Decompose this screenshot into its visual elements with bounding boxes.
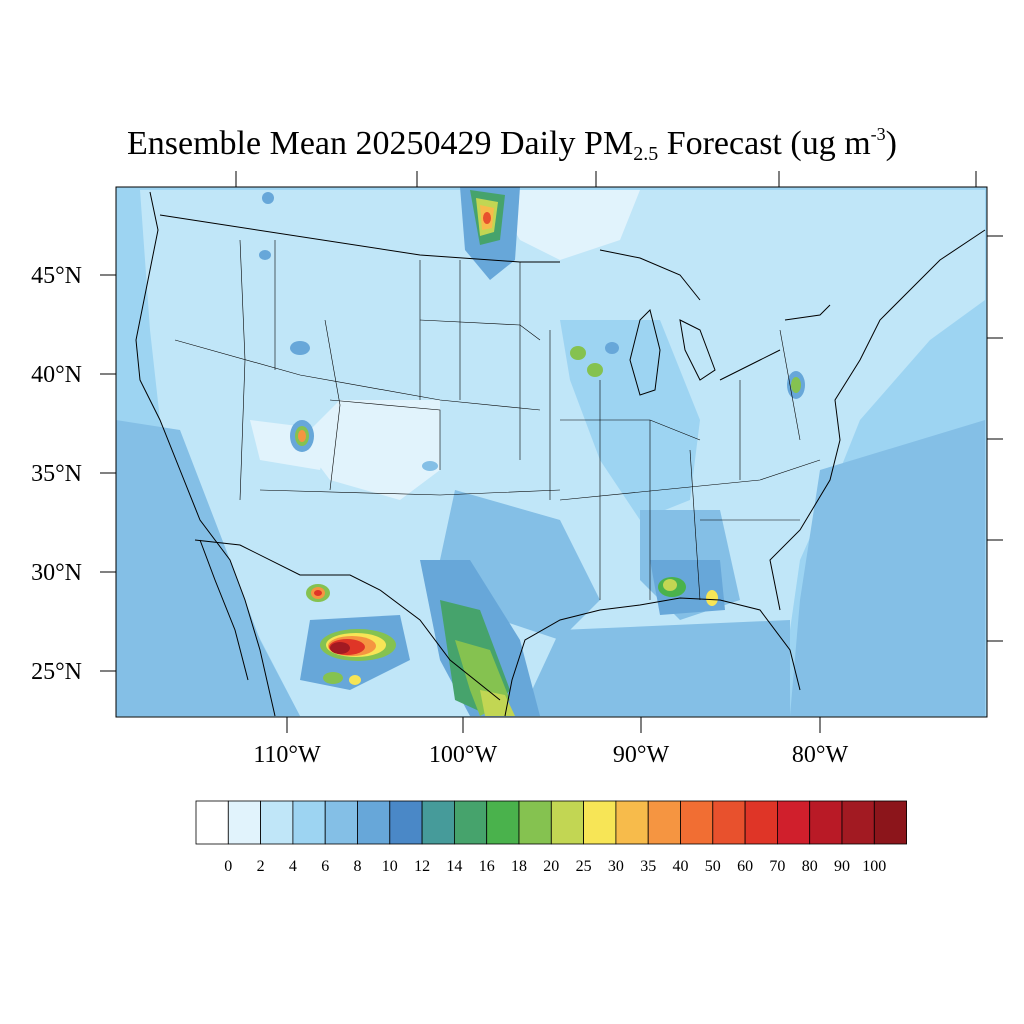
colorbar-tick-label: 100 [862, 858, 886, 875]
colorbar-box [680, 800, 714, 845]
boundaries [135, 191, 986, 717]
colorbar-box [809, 800, 843, 845]
colorbar-box [453, 800, 488, 845]
colorbar-box [615, 800, 649, 845]
colorbar-box [260, 800, 294, 845]
top-ticks [235, 171, 977, 187]
map-frame [115, 186, 988, 718]
colorbar-tick-label: 12 [414, 858, 430, 875]
colorbar-box [292, 800, 326, 845]
left-ticks [100, 274, 116, 672]
colorbar-tick-label: 25 [576, 858, 592, 875]
colorbar-tick-label: 18 [511, 858, 527, 875]
lat-label-30: 30°N [31, 560, 82, 586]
colorbar-box [227, 800, 262, 845]
lon-label-100: 100°W [429, 742, 498, 768]
colorbar-tick-label: 16 [479, 858, 495, 875]
colorbar-labels: 0 2 4 6 8 10 12 14 16 18 20 25 30 35 40 50 60 70 80 90 100 [224, 858, 886, 875]
colorbar-tick-label: 60 [737, 858, 753, 875]
colorbar-tick-label: 0 [224, 858, 232, 875]
colorbar-box [357, 800, 391, 845]
colorbar-tick-label: 50 [705, 858, 721, 875]
map-field [116, 187, 987, 717]
colorbar-box [744, 800, 778, 845]
colorbar-tick-label: 2 [257, 858, 265, 875]
colorbar-box [389, 800, 423, 845]
colorbar-box [583, 800, 617, 845]
colorbar-box [195, 800, 229, 845]
colorbar-box [873, 800, 907, 845]
colorbar-box [550, 800, 584, 845]
colorbar-tick-label: 80 [802, 858, 818, 875]
colorbar-box [518, 800, 552, 845]
colorbar-box [777, 800, 811, 845]
right-ticks [987, 235, 1003, 642]
lat-label-25: 25°N [31, 659, 82, 685]
lat-label-45: 45°N [31, 263, 82, 289]
lon-label-90: 90°W [613, 742, 670, 768]
colorbar-tick-label: 14 [446, 858, 462, 875]
lon-label-110: 110°W [253, 742, 321, 768]
lon-label-80: 80°W [792, 742, 849, 768]
colorbar-tick-label: 4 [289, 858, 297, 875]
colorbar-tick-label: 8 [354, 858, 362, 875]
bottom-ticks [286, 717, 821, 733]
lat-label-40: 40°N [31, 362, 82, 388]
colorbar-tick-label: 20 [543, 858, 559, 875]
chart-title: Ensemble Mean 20250429 Daily PM2.5 Forec… [127, 124, 897, 165]
colorbar-tick-label: 6 [321, 858, 329, 875]
colorbar-box [712, 800, 746, 845]
colorbar-tick-label: 35 [640, 858, 656, 875]
colorbar-tick-label: 40 [673, 858, 689, 875]
colorbar-tick-label: 70 [769, 858, 785, 875]
colorbar-tick-label: 90 [834, 858, 850, 875]
colorbar [195, 800, 907, 845]
colorbar-box [841, 800, 875, 845]
colorbar-box [421, 800, 455, 845]
colorbar-tick-label: 10 [382, 858, 398, 875]
lat-label-35: 35°N [31, 461, 82, 487]
colorbar-box [486, 800, 520, 845]
colorbar-box [324, 800, 358, 845]
colorbar-box [647, 800, 681, 845]
colorbar-tick-label: 30 [608, 858, 624, 875]
